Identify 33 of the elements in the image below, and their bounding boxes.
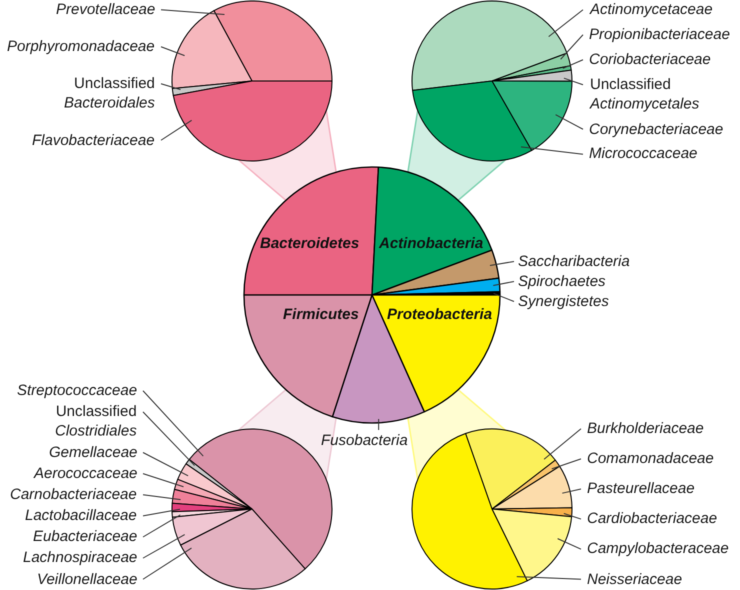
slice-label: Coriobacteriaceae bbox=[589, 51, 711, 68]
slice-label: Unclassified Clostridiales bbox=[55, 403, 138, 440]
slice-label: Saccharibacteria bbox=[518, 253, 630, 270]
slice-label: Aerococcaceae bbox=[33, 465, 138, 482]
slice-label: Spirochaetes bbox=[518, 273, 606, 290]
slice-label: Firmicutes bbox=[283, 306, 359, 323]
slice-label: Campylobacteraceae bbox=[587, 540, 729, 557]
slice-label: Veillonellaceae bbox=[37, 571, 138, 588]
slice-label: Streptococcaceae bbox=[17, 382, 138, 399]
slice-label: Gemellaceae bbox=[49, 444, 138, 461]
slice-label: Cardiobacteriaceae bbox=[587, 510, 718, 527]
slice-label: Porphyromonadaceae bbox=[7, 38, 155, 55]
slice-label: Lachnospiraceae bbox=[23, 549, 138, 566]
slice-label: Comamonadaceae bbox=[587, 450, 714, 467]
slice-label: Eubacteriaceae bbox=[33, 528, 138, 545]
slice-label: Flavobacteriaceae bbox=[32, 132, 155, 149]
slice-label: Unclassified Actinomycetales bbox=[589, 76, 700, 112]
slice-label: Neisseriaceae bbox=[587, 571, 682, 588]
slice-label: Prevotellaceae bbox=[56, 1, 156, 18]
slice-label: Actinobacteria bbox=[378, 235, 484, 252]
slice-label: Synergistetes bbox=[518, 293, 610, 310]
slice-label: Proteobacteria bbox=[387, 306, 492, 323]
slice-label: Actinomycetaceae bbox=[589, 1, 713, 18]
slice-label: Lactobacillaceae bbox=[25, 507, 137, 524]
slice-label: Micrococcaceae bbox=[589, 145, 698, 162]
slice-label: Unclassified Bacteroidales bbox=[64, 75, 156, 112]
slice-label: Pasteurellaceae bbox=[587, 480, 695, 497]
slice-label: Burkholderiaceae bbox=[587, 420, 704, 437]
slice-label: Carnobacteriaceae bbox=[10, 486, 137, 503]
slice-label: Bacteroidetes bbox=[260, 235, 360, 252]
slice-label: Fusobacteria bbox=[321, 432, 408, 449]
slice-label: Propionibacteriaceae bbox=[589, 26, 730, 43]
slice-label: Corynebacteriaceae bbox=[589, 121, 724, 138]
